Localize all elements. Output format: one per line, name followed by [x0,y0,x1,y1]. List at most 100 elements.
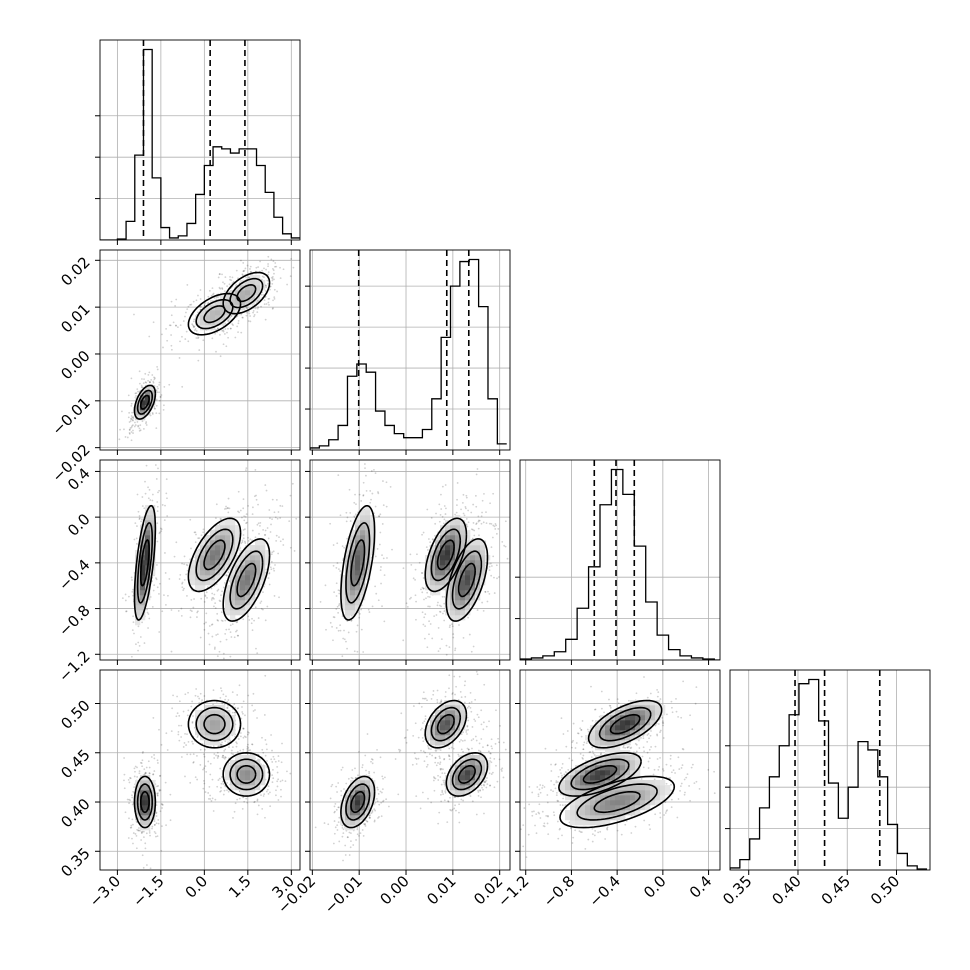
scatter-point [134,522,137,525]
scatter-point [353,515,356,518]
scatter-point [138,427,141,430]
scatter-point [245,311,248,314]
scatter-point [227,336,229,339]
scatter-point [153,754,155,756]
scatter-point [139,636,142,638]
density-cell [225,720,231,726]
scatter-point [432,779,435,782]
scatter-point [141,378,143,380]
scatter-point [248,276,251,278]
scatter-point [129,777,131,779]
scatter-point [423,637,426,640]
scatter-point [271,749,273,752]
scatter-point [385,481,388,484]
scatter-point [144,847,147,850]
density-cell [355,600,361,606]
density-cell [240,580,246,586]
scatter-point [365,489,368,492]
scatter-point [475,523,478,526]
density-cell [455,585,461,591]
scatter-point [183,579,186,581]
density-cell [475,555,481,561]
scatter-point [137,641,140,644]
scatter-point [465,518,468,520]
scatter-point [231,711,234,714]
density-cell [245,290,251,296]
scatter-point [340,794,343,797]
scatter-point [464,507,467,510]
density-cell [250,585,256,591]
scatter-point [260,293,263,296]
scatter-point [275,498,278,501]
density-cell [250,560,256,566]
density-cell [215,315,221,321]
density-cell [435,590,441,596]
scatter-point [345,511,348,514]
scatter-point [134,765,137,768]
scatter-point [228,746,230,749]
scatter-point [142,830,145,833]
scatter-point [353,650,356,653]
scatter-point [358,834,360,837]
scatter-point [275,534,278,537]
scatter-point [365,769,367,772]
scatter-point [288,520,291,523]
scatter-point [411,763,414,766]
scatter-point [239,735,242,738]
density-cell [200,540,206,546]
panel-3-0: −3.0 −1.5 0.0 1.5 3.00.350.400.450.50 [57,669,301,911]
scatter-point [140,831,143,834]
scatter-point [159,774,162,777]
scatter-point [130,415,133,417]
scatter-point [133,313,135,316]
density-cell [245,285,251,291]
scatter-point [246,801,249,804]
density-cell [150,510,156,516]
density-cell [455,550,461,556]
scatter-point [261,748,264,751]
scatter-point [253,315,255,318]
scatter-point [443,799,446,802]
scatter-point [272,755,275,758]
scatter-point [374,585,377,588]
density-cell [235,565,241,571]
density-cell [145,555,151,561]
scatter-point [236,621,239,623]
scatter-point [498,576,500,578]
scatter-point [203,695,206,697]
scatter-point [226,707,229,709]
scatter-point [220,594,222,597]
scatter-point [211,287,214,290]
scatter-point [441,772,444,775]
scatter-point [436,604,439,607]
scatter-point [224,740,227,743]
scatter-point [415,763,418,765]
scatter-point [495,532,498,535]
density-cell [240,605,246,611]
density-cell [230,615,236,621]
panel-2-0: −1.2−0.8−0.40.00.4 [55,459,301,686]
scatter-point [186,569,189,572]
scatter-point [267,263,269,265]
scatter-point [454,647,457,650]
scatter-point [497,737,500,740]
density-cell [255,545,261,551]
scatter-point [449,624,451,627]
scatter-point [273,297,276,300]
density-cell [340,600,346,606]
scatter-point [374,472,377,475]
contour-line [140,394,150,410]
scatter-point [368,817,371,819]
scatter-point [370,470,373,472]
density-cell [140,405,146,411]
scatter-point [365,474,367,477]
scatter-point [263,276,265,279]
scatter-point [229,275,231,278]
density-cell [460,565,466,571]
scatter-point [364,463,366,465]
density-cell [140,785,146,791]
scatter-point [251,743,253,746]
density-cell [455,560,461,566]
density-cell [480,565,486,571]
scatter-point [204,594,207,597]
